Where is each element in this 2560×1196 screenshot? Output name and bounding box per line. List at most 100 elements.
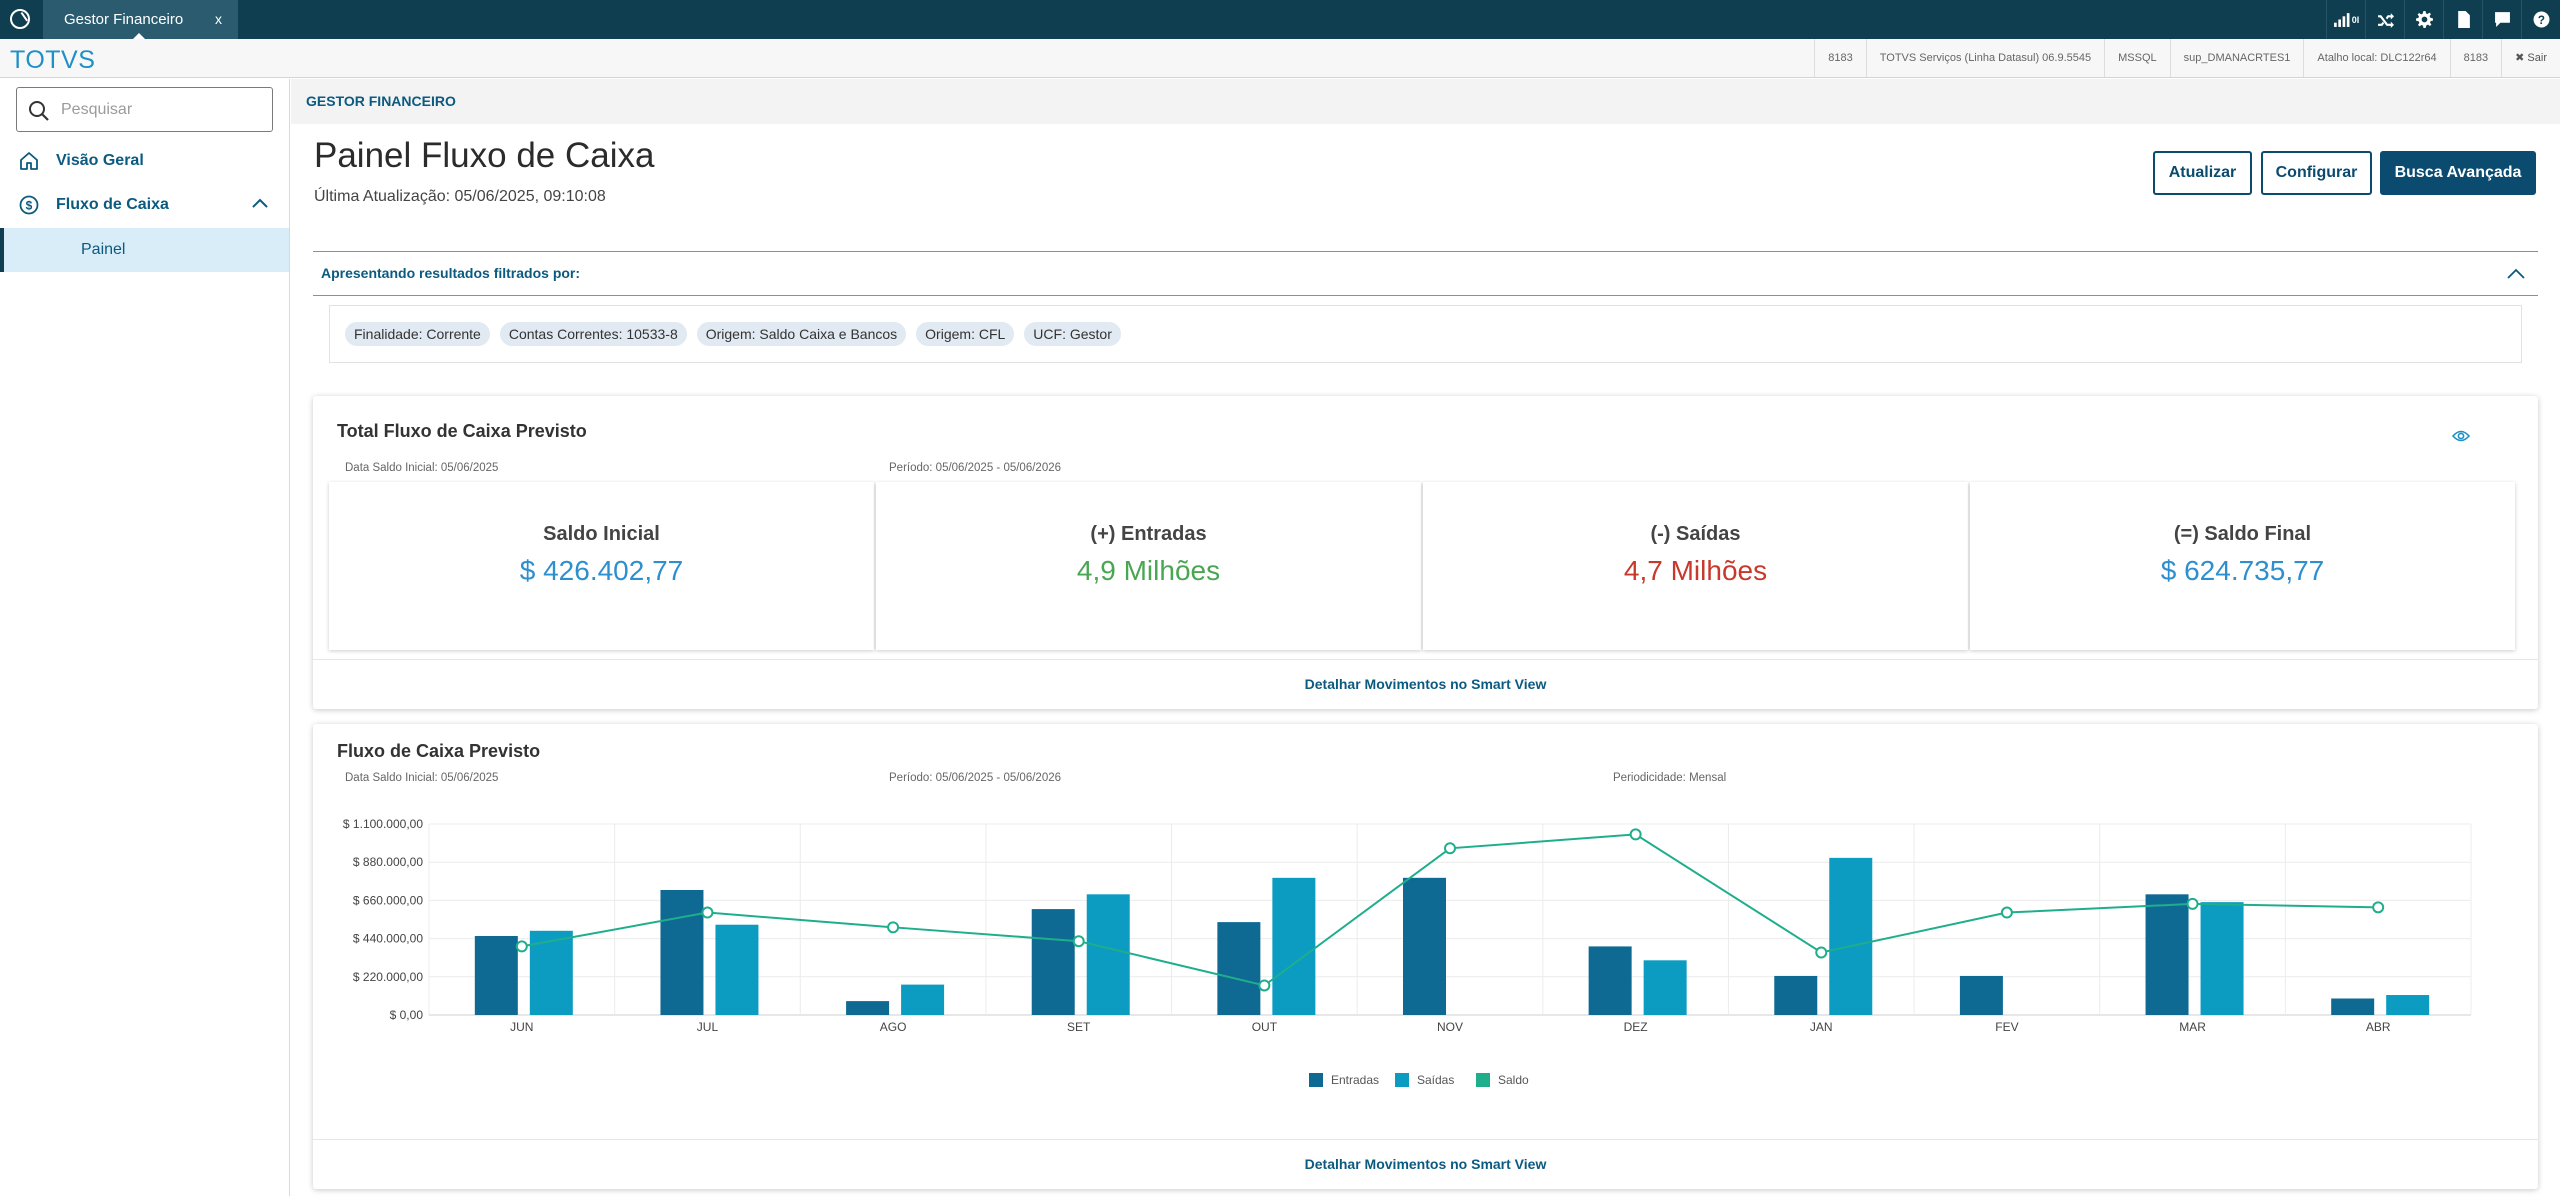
bar-saídas [1829,857,1873,1015]
kpi-saldo-final: (=) Saldo Final $ 624.735,77 [1970,482,2515,650]
point-saldo [1072,935,1085,948]
smart-view-link[interactable]: Detalhar Movimentos no Smart View [1304,1156,1547,1172]
filter-chip[interactable]: Contas Correntes: 10533-8 [499,322,687,346]
sidebar-item-label: Visão Geral [56,152,144,169]
filter-chip[interactable]: Finalidade: Corrente [345,322,490,346]
x-tick-label: OUT [1252,1020,1278,1034]
filter-chip[interactable]: Origem: Saldo Caixa e Bancos [696,322,907,346]
filter-chips: Finalidade: Corrente Contas Correntes: 1… [329,305,2522,363]
periodicity: Periodicidade: Mensal [1613,772,1727,784]
bar-saídas [715,924,759,1015]
kpi-entradas: (+) Entradas 4,9 Milhões [876,482,1421,650]
shuffle-icon[interactable] [2365,0,2404,39]
point-saldo [1258,979,1271,992]
kpi-label: (=) Saldo Final [2173,523,2312,545]
y-tick-label: $ 880.000,00 [353,855,423,869]
page-title: Painel Fluxo de Caixa [314,136,655,175]
tab-gestor-financeiro[interactable]: Gestor Financeiro x [43,0,238,39]
sidebar-item-painel[interactable]: Painel [0,228,289,272]
logout-button[interactable]: ✖ Sair [2501,39,2560,77]
document-icon[interactable] [2443,0,2482,39]
chat-icon[interactable] [2482,0,2521,39]
filter-chip[interactable]: UCF: Gestor [1024,322,1121,346]
kpi-value: 4,7 Milhões [1623,555,1768,586]
smart-view-link[interactable]: Detalhar Movimentos no Smart View [1304,676,1547,692]
y-tick-label: $ 0,00 [390,1008,424,1022]
legend-saidas[interactable]: Saídas [1395,1073,1454,1087]
cashflow-chart: $ 0,00 $ 220.000,00 $ 440.000,00 $ 660.000,… [343,817,2472,1034]
bar-saídas [901,984,945,1015]
point-saldo [887,921,900,934]
bar-saídas [2386,995,2430,1015]
x-tick-label: DEZ [1624,1020,1648,1034]
main-area: GESTOR FINANCEIRO Painel Fluxo de Caixa … [291,79,2560,1196]
bar-saídas [1643,960,1687,1015]
info-item: 8183 [2449,39,2501,77]
point-saldo [701,906,714,919]
chevron-up-icon[interactable] [2506,265,2526,283]
card-title: Total Fluxo de Caixa Previsto [337,421,587,441]
help-icon[interactable]: ? [2521,0,2560,39]
info-bar: TOTVS 8183 TOTVS Serviços (Linha Datasul… [0,39,2560,78]
point-saldo [515,940,528,953]
filter-header[interactable]: Apresentando resultados filtrados por: [313,251,2538,296]
bar-entradas [660,889,704,1015]
info-item: sup_DMANACRTES1 [2169,39,2304,77]
sidebar-item-fluxo-de-caixa[interactable]: $ Fluxo de Caixa [0,183,289,227]
search-box[interactable] [16,87,273,132]
kpi-label: Saldo Inicial [543,523,660,545]
bar-entradas [1588,946,1632,1015]
bar-entradas [2145,894,2189,1015]
filter-chip[interactable]: Origem: CFL [916,322,1015,346]
search-input[interactable] [61,98,261,122]
legend-label: Saldo [1498,1073,1529,1087]
bar-saídas [2200,902,2244,1015]
x-tick-label: NOV [1437,1020,1463,1034]
x-tick-label: JAN [1810,1020,1833,1034]
eye-icon[interactable] [2452,429,2470,443]
bar-entradas [1403,877,1446,1015]
tab-label: Gestor Financeiro [64,11,184,28]
content-panel: Painel Fluxo de Caixa Última Atualização… [291,124,2560,1196]
legend-swatch [1309,1073,1323,1087]
app-logo-icon[interactable] [10,9,30,29]
session-info: 8183 TOTVS Serviços (Linha Datasul) 06.9… [1814,39,2560,77]
point-saldo [2000,906,2013,919]
sidebar: Visão Geral $ Fluxo de Caixa Painel [0,79,290,1196]
point-saldo [1629,828,1642,841]
legend-swatch [1476,1073,1490,1087]
legend-entradas[interactable]: Entradas [1309,1073,1379,1087]
advanced-search-button[interactable]: Busca Avançada [2380,151,2536,195]
sidebar-subitem-label: Painel [81,241,126,258]
bar-saídas [1272,877,1316,1015]
x-tick-label: SET [1067,1020,1091,1034]
y-tick-label: $ 440.000,00 [353,932,423,946]
bar-entradas [2331,998,2375,1015]
tab-close-button[interactable]: x [215,11,222,27]
brand-logo[interactable]: TOTVS [10,46,96,74]
top-bar: Gestor Financeiro x 0l ? [0,0,2560,39]
bar-entradas [846,1001,890,1015]
x-tick-label: FEV [1995,1020,2018,1034]
breadcrumb[interactable]: GESTOR FINANCEIRO [306,93,456,109]
svg-text:$: $ [26,199,33,213]
bar-entradas [474,935,518,1015]
initial-balance-date: Data Saldo Inicial: 05/06/2025 [345,462,499,474]
point-saldo [2186,897,2199,910]
legend-label: Saídas [1417,1073,1455,1087]
configure-button[interactable]: Configurar [2261,151,2372,195]
sidebar-item-visao-geral[interactable]: Visão Geral [0,139,289,183]
bar-saídas [1086,894,1130,1015]
legend-saldo[interactable]: Saldo [1476,1073,1529,1087]
gear-icon[interactable] [2404,0,2443,39]
signal-icon[interactable]: 0l [2326,0,2365,39]
sidebar-item-label: Fluxo de Caixa [56,196,169,213]
refresh-button[interactable]: Atualizar [2153,151,2252,195]
cashflow-chart-card: Fluxo de Caixa Previsto Data Saldo Inici… [313,724,2538,1189]
dollar-circle-icon: $ [18,194,40,216]
total-cashflow-card: Total Fluxo de Caixa Previsto Data Saldo… [313,396,2538,709]
kpi-value: 4,9 Milhões [1076,555,1221,586]
chevron-up-icon[interactable] [251,195,269,213]
bar-entradas [1217,922,1261,1015]
point-saldo [1815,946,1828,959]
